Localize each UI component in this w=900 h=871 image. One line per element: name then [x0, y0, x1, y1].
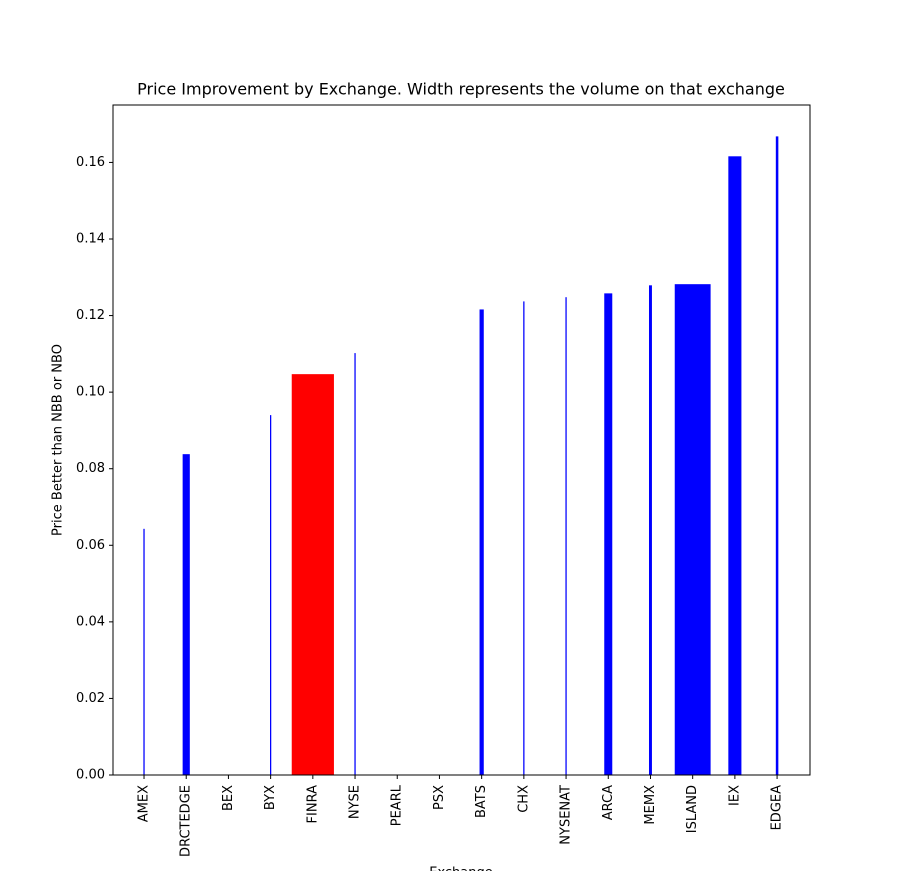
bar	[674, 284, 711, 775]
x-tick-label: AMEX	[137, 785, 152, 822]
y-axis-label: Price Better than NBB or NBO	[51, 344, 66, 536]
chart-title: Price Improvement by Exchange. Width rep…	[137, 80, 785, 99]
bar	[182, 454, 190, 775]
bar	[604, 293, 613, 775]
x-tick-label: BATS	[474, 785, 489, 818]
y-tick-label: 0.14	[76, 232, 105, 247]
y-tick-label: 0.02	[76, 691, 105, 706]
y-tick-label: 0.06	[76, 538, 105, 553]
x-tick-label: MEMX	[643, 785, 658, 825]
x-tick-label: BEX	[221, 785, 236, 811]
x-tick-label: PSX	[432, 785, 447, 810]
bar	[728, 156, 742, 775]
x-tick-label: BYX	[263, 785, 278, 810]
bar	[565, 297, 567, 775]
bar	[775, 136, 779, 775]
x-axis-label: Exchange	[429, 866, 493, 871]
x-tick-label: ISLAND	[685, 785, 700, 833]
x-tick-label: NYSE	[348, 785, 363, 819]
bar	[269, 415, 272, 775]
x-tick-label: IEX	[727, 785, 742, 806]
bar	[354, 353, 356, 775]
bar	[143, 528, 145, 775]
x-tick-label: ARCA	[601, 785, 616, 820]
x-tick-label: FINRA	[305, 785, 320, 824]
x-tick-label: CHX	[516, 785, 531, 813]
x-tick-label: DRCTEDGE	[179, 785, 194, 857]
bar	[291, 374, 334, 775]
plot-frame	[112, 104, 811, 776]
y-tick-label: 0.04	[76, 614, 105, 629]
x-tick-label: EDGEA	[770, 785, 785, 831]
bar	[648, 285, 652, 775]
y-tick-label: 0.00	[76, 768, 105, 783]
bar	[523, 301, 525, 775]
y-tick-label: 0.08	[76, 461, 105, 476]
y-tick-label: 0.10	[76, 385, 105, 400]
y-tick-label: 0.12	[76, 308, 105, 323]
x-tick-label: NYSENAT	[559, 785, 574, 845]
bar	[479, 309, 484, 775]
x-tick-label: PEARL	[390, 784, 405, 826]
y-tick-label: 0.16	[76, 155, 105, 170]
